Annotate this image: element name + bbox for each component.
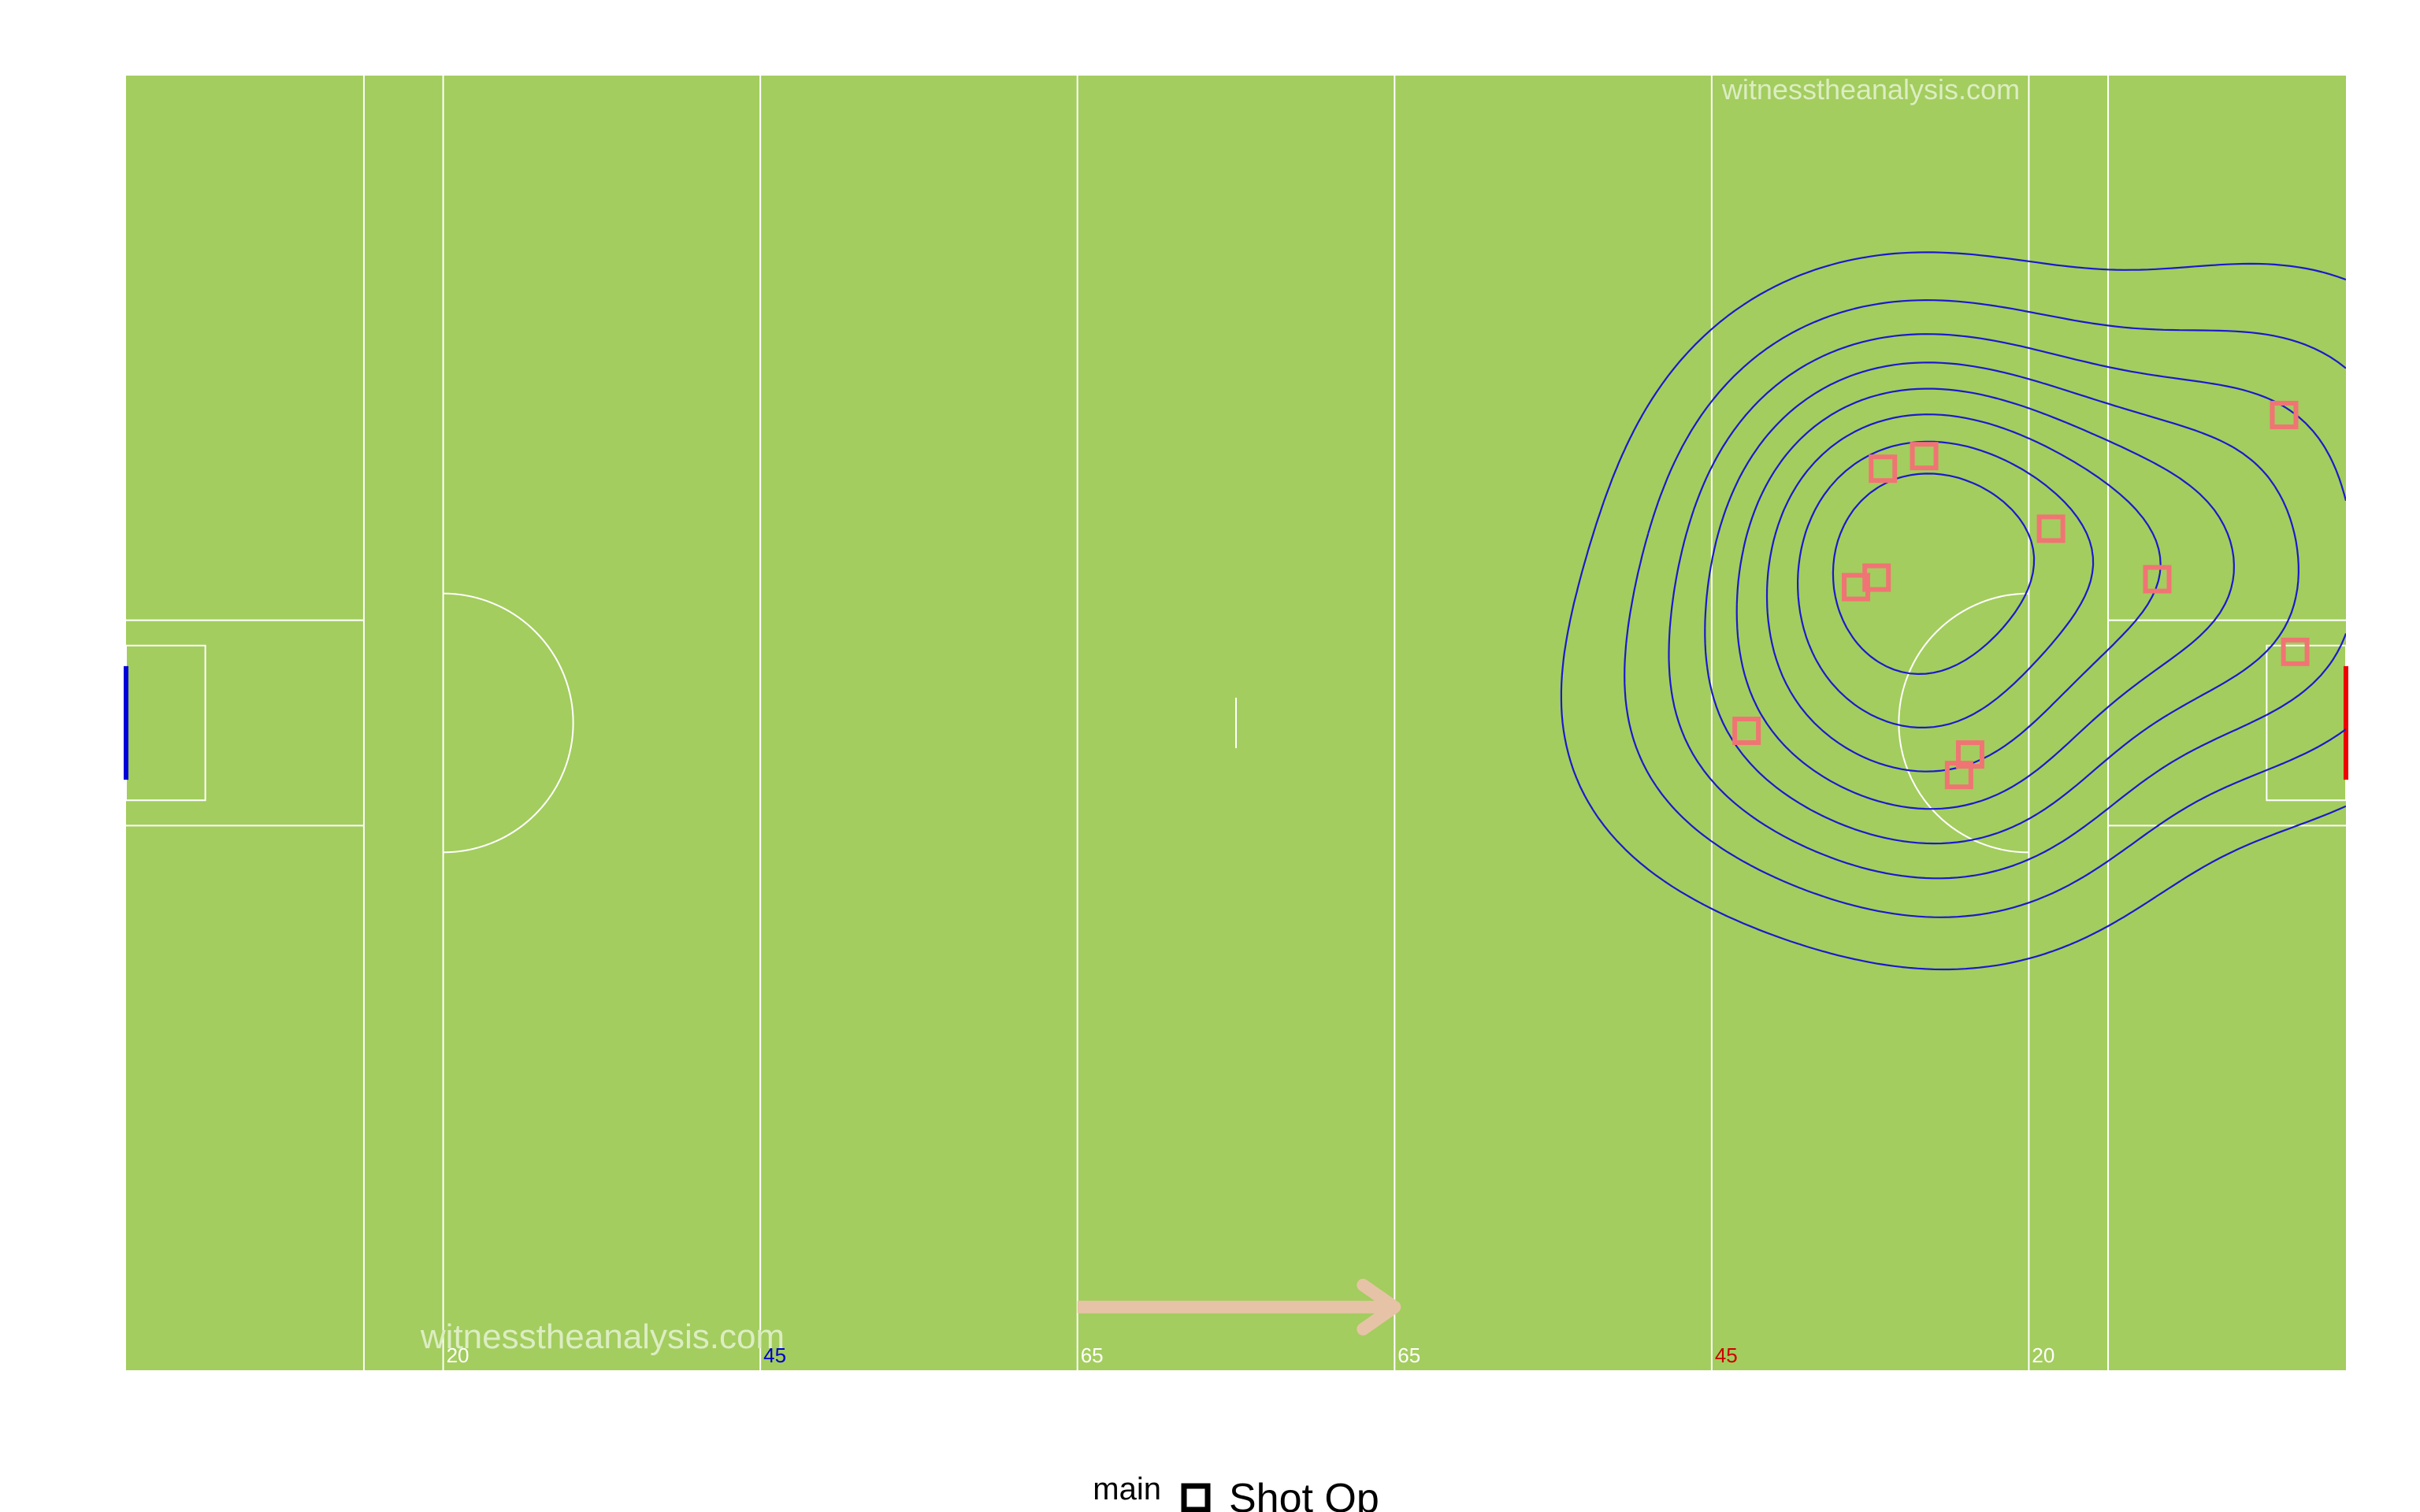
line-label-2: 65 (1081, 1343, 1104, 1367)
watermark-top: witnesstheanalysis.com (1721, 73, 2020, 106)
contour-level-8 (1832, 472, 2036, 675)
shot-point-1 (1910, 442, 1939, 471)
pitch-line-labels: 20 45 65 65 45 20 (447, 1343, 2055, 1367)
shot-point-3 (2270, 401, 2299, 430)
pitch-lines (124, 76, 2348, 1370)
line-label-4: 45 (1715, 1343, 1738, 1367)
legend: main Shot Op (1093, 1472, 1379, 1512)
contour-level-2 (1624, 299, 2346, 918)
contour-level-6 (1765, 413, 2162, 773)
watermark-bottom: witnesstheanalysis.com (420, 1317, 785, 1356)
line-label-3: 65 (1397, 1343, 1420, 1367)
density-contours (1560, 251, 2346, 971)
arrow-head (1357, 1278, 1401, 1336)
shot-point-2 (2036, 514, 2066, 543)
shot-points (1732, 401, 2310, 790)
legend-key-square (1181, 1483, 1211, 1512)
shot-point-8 (1732, 717, 1761, 746)
shot-point-10 (1944, 761, 1973, 790)
contour-level-4 (1704, 361, 2299, 845)
arc-left (443, 592, 574, 854)
legend-label-shot-op: Shot Op (1229, 1476, 1379, 1512)
contour-level-1 (1560, 251, 2346, 971)
shot-point-0 (1869, 454, 1898, 484)
contour-level-3 (1668, 333, 2346, 880)
shot-point-6 (1862, 563, 1891, 592)
contour-level-5 (1735, 387, 2235, 810)
line-label-5: 20 (2032, 1343, 2054, 1367)
arc-right (1898, 592, 2029, 854)
line-label-1: 45 (763, 1343, 786, 1367)
contour-level-7 (1797, 440, 2095, 728)
line-label-0: 20 (447, 1343, 470, 1367)
shot-point-4 (2143, 565, 2172, 594)
attack-direction-arrow (1077, 1278, 1401, 1336)
legend-title: main (1093, 1472, 1161, 1506)
shot-point-7 (2281, 637, 2310, 666)
